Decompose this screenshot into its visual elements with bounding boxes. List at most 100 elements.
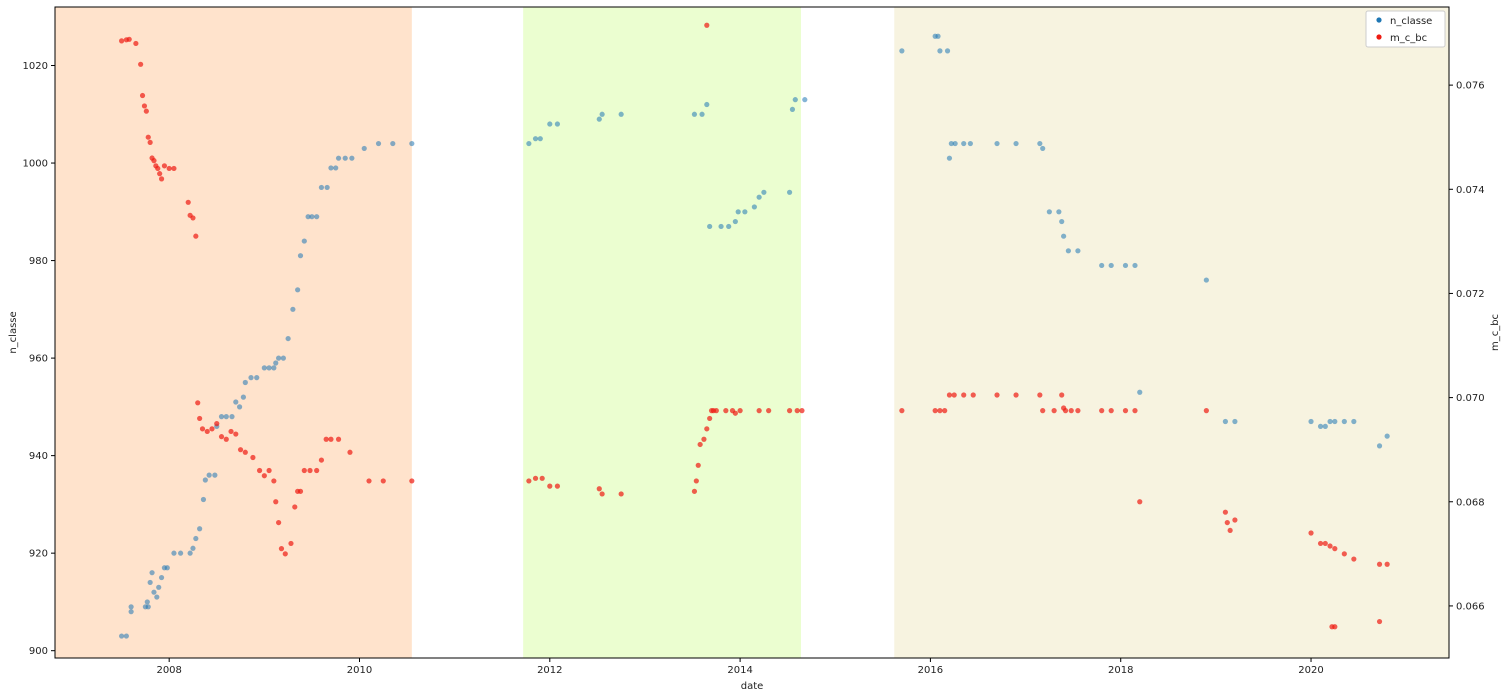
x-tick-label: 2012 — [537, 665, 562, 676]
point-n-classe — [290, 306, 296, 312]
point-n-classe — [756, 194, 762, 200]
point-n-classe — [1061, 233, 1067, 239]
point-n-classe — [212, 472, 218, 478]
legend-marker-n-classe — [1376, 17, 1382, 23]
point-m-c-bc — [1376, 561, 1383, 567]
point-n-classe — [547, 121, 553, 127]
point-m-c-bc — [1051, 408, 1057, 414]
point-m-c-bc — [932, 408, 938, 414]
point-n-classe — [409, 140, 415, 147]
point-m-c-bc — [1351, 556, 1357, 562]
point-n-classe — [1137, 389, 1143, 395]
point-n-classe — [248, 375, 254, 381]
point-m-c-bc — [223, 436, 229, 442]
legend-marker-m-c-bc — [1376, 34, 1382, 40]
point-n-classe — [1203, 277, 1209, 283]
x-tick-label: 2016 — [918, 665, 943, 676]
point-m-c-bc — [335, 436, 342, 442]
point-m-c-bc — [618, 491, 624, 497]
point-n-classe — [314, 214, 320, 220]
point-n-classe — [1099, 262, 1105, 269]
n-classe-points — [119, 33, 1390, 639]
point-n-classe — [1075, 248, 1081, 254]
point-n-classe — [333, 165, 339, 171]
point-n-classe — [735, 209, 741, 215]
point-n-classe — [994, 140, 1000, 147]
point-n-classe — [899, 48, 905, 54]
point-m-c-bc — [526, 478, 532, 484]
y-tick-label: 1000 — [23, 159, 48, 170]
point-n-classe — [242, 379, 248, 386]
point-n-classe — [301, 238, 307, 244]
point-m-c-bc — [250, 454, 256, 461]
point-m-c-bc — [1137, 499, 1143, 505]
point-m-c-bc — [942, 408, 948, 414]
point-m-c-bc — [1222, 509, 1228, 515]
point-m-c-bc — [218, 434, 225, 440]
point-n-classe — [197, 526, 203, 532]
point-m-c-bc — [366, 478, 372, 484]
point-n-classe — [944, 48, 951, 54]
point-m-c-bc — [946, 392, 953, 398]
point-m-c-bc — [691, 488, 698, 494]
y2-tick-label: 0.076 — [1456, 81, 1485, 92]
point-n-classe — [802, 97, 808, 103]
point-n-classe — [596, 116, 602, 122]
point-m-c-bc — [204, 428, 210, 435]
point-m-c-bc — [282, 551, 288, 557]
point-n-classe — [164, 565, 170, 571]
point-n-classe — [1132, 262, 1138, 269]
point-m-c-bc — [133, 40, 139, 47]
x-axis-label: date — [741, 681, 764, 692]
point-m-c-bc — [693, 478, 699, 484]
shaded-regions — [55, 7, 1449, 658]
point-n-classe — [273, 360, 279, 366]
point-n-classe — [792, 97, 798, 103]
point-m-c-bc — [157, 171, 163, 177]
point-n-classe — [295, 287, 301, 293]
point-n-classe — [229, 414, 235, 420]
point-m-c-bc — [1322, 540, 1328, 547]
point-m-c-bc — [799, 408, 805, 414]
point-n-classe — [1046, 209, 1052, 215]
point-n-classe — [952, 140, 958, 147]
point-n-classe — [937, 48, 943, 54]
point-n-classe — [280, 355, 286, 361]
point-n-classe — [145, 604, 151, 610]
y2-tick-label: 0.070 — [1456, 393, 1485, 404]
point-n-classe — [1013, 140, 1019, 147]
point-m-c-bc — [695, 462, 701, 468]
point-n-classe — [751, 204, 757, 210]
point-n-classe — [193, 535, 199, 542]
shaded-region-0 — [55, 7, 412, 658]
point-m-c-bc — [209, 426, 215, 432]
legend-label-n-classe: n_classe — [1390, 16, 1432, 27]
point-m-c-bc — [547, 483, 553, 489]
point-n-classe — [318, 184, 325, 191]
point-n-classe — [1232, 418, 1238, 425]
point-m-c-bc — [1203, 408, 1209, 414]
point-m-c-bc — [707, 415, 713, 422]
point-m-c-bc — [347, 449, 353, 455]
point-n-classe — [526, 140, 532, 147]
point-m-c-bc — [786, 408, 793, 414]
point-m-c-bc — [1317, 540, 1324, 547]
point-n-classe — [554, 121, 561, 127]
point-m-c-bc — [539, 475, 545, 481]
point-m-c-bc — [147, 139, 153, 146]
y2-axis-label: m_c_bc — [1490, 314, 1501, 351]
point-m-c-bc — [756, 408, 762, 414]
x-tick-label: 2014 — [727, 665, 752, 676]
point-n-classe — [537, 136, 543, 142]
point-m-c-bc — [158, 176, 165, 182]
point-n-classe — [240, 394, 247, 400]
point-m-c-bc — [185, 199, 191, 205]
x-tick-label: 2020 — [1298, 665, 1323, 676]
point-m-c-bc — [1327, 543, 1333, 549]
point-m-c-bc — [190, 215, 196, 221]
point-m-c-bc — [261, 473, 267, 479]
point-n-classe — [190, 545, 196, 551]
point-n-classe — [236, 404, 243, 410]
y-axis-ticks: 900 920 940 960 980 1000 1020 — [23, 61, 55, 657]
point-n-classe — [223, 414, 229, 420]
